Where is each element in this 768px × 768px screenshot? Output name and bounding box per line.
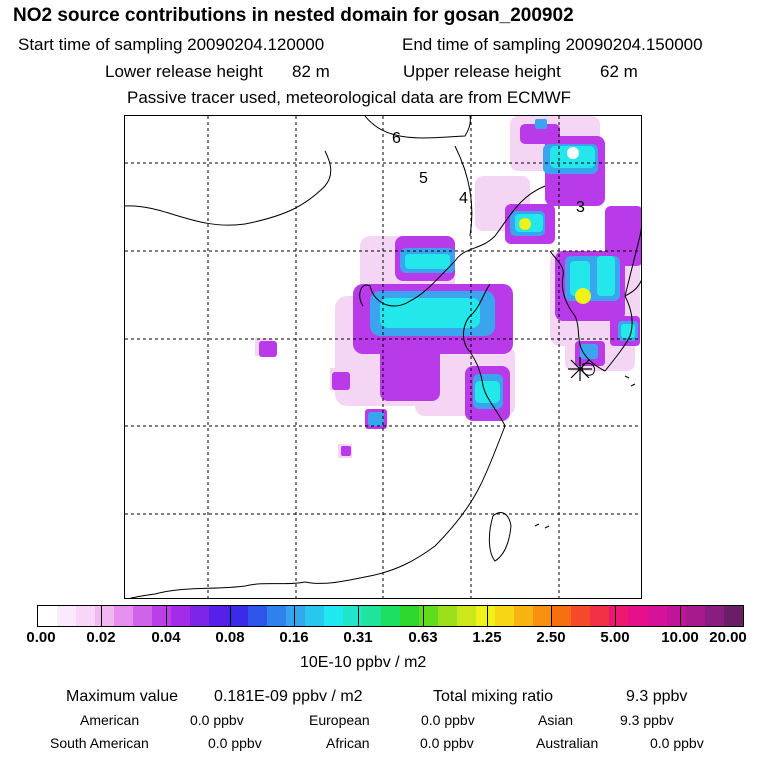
map-panel: 6 5 4 3 xyxy=(124,115,642,599)
upper-release-value: 62 m xyxy=(600,62,638,81)
scale-color-cell xyxy=(361,606,381,626)
south-american-label: South American xyxy=(50,735,149,751)
asterisk-icon xyxy=(568,357,592,381)
max-value-label: Maximum value xyxy=(66,688,179,705)
scale-color-cell xyxy=(152,606,172,626)
scale-color-cell xyxy=(704,606,724,626)
scale-color-cell xyxy=(495,606,515,626)
scale-color-cell xyxy=(323,606,343,626)
scale-tick-mark xyxy=(230,605,231,627)
scale-color-cell xyxy=(114,606,134,626)
coastlines xyxy=(125,116,641,598)
scale-color-cell xyxy=(57,606,77,626)
scale-tick-label: 5.00 xyxy=(600,629,630,646)
scale-color-cell xyxy=(209,606,229,626)
scale-color-cell xyxy=(38,606,58,626)
scale-color-cell xyxy=(418,606,438,626)
scale-color-cell xyxy=(304,606,324,626)
scale-color-cell xyxy=(685,606,705,626)
scale-tick-label: 1.25 xyxy=(472,629,502,646)
scale-color-cell xyxy=(228,606,248,626)
scale-color-cell xyxy=(571,606,591,626)
scale-tick-mark xyxy=(423,605,424,627)
asian-label: Asian xyxy=(538,712,574,728)
upper-release-label: Upper release height xyxy=(403,62,561,81)
total-mixing-value: 9.3 ppbv xyxy=(626,688,688,705)
map-canvas xyxy=(125,116,641,598)
scale-color-cell xyxy=(457,606,477,626)
scale-color-cell xyxy=(285,606,305,626)
scale-color-cell xyxy=(552,606,572,626)
scale-color-cell xyxy=(628,606,648,626)
scale-color-cell xyxy=(190,606,210,626)
region-label-3: 3 xyxy=(576,199,585,216)
scale-tick-label: 0.00 xyxy=(26,629,56,646)
max-value: 0.181E-09 ppbv / m2 xyxy=(214,688,363,705)
australian-value: 0.0 ppbv xyxy=(650,735,704,751)
scale-tick-label: 20.00 xyxy=(709,629,747,646)
region-label-6: 6 xyxy=(392,130,401,147)
scale-tick-mark xyxy=(358,605,359,627)
color-scale-bar xyxy=(37,605,744,627)
scale-tick-label: 2.50 xyxy=(536,629,566,646)
latlon-grid xyxy=(125,116,641,598)
scale-color-cell xyxy=(590,606,610,626)
scale-color-cell xyxy=(609,606,629,626)
scale-tick-mark xyxy=(294,605,295,627)
scale-color-cell xyxy=(399,606,419,626)
asian-value: 9.3 ppbv xyxy=(620,712,674,728)
scale-tick-mark xyxy=(101,605,102,627)
lower-release-value: 82 m xyxy=(292,62,330,81)
end-time-label: End time of sampling 20090204.150000 xyxy=(402,35,703,54)
scale-tick-label: 0.04 xyxy=(151,629,181,646)
australian-label: Australian xyxy=(536,735,599,751)
lower-release-label: Lower release height xyxy=(105,62,263,81)
scale-units: 10E-10 ppbv / m2 xyxy=(300,654,427,671)
chart-title: NO2 source contributions in nested domai… xyxy=(13,5,574,26)
region-label-5: 5 xyxy=(419,170,428,187)
scale-tick-mark xyxy=(551,605,552,627)
scale-color-cell xyxy=(437,606,458,626)
scale-color-cell xyxy=(723,606,743,626)
concentration-high-layer xyxy=(519,147,591,304)
european-label: European xyxy=(309,712,370,728)
scale-color-cell xyxy=(380,606,400,626)
scale-color-cell xyxy=(247,606,267,626)
scale-color-cell xyxy=(647,606,667,626)
scale-color-cell xyxy=(666,606,686,626)
scale-tick-mark xyxy=(615,605,616,627)
scale-color-cell xyxy=(76,606,96,626)
start-time-label: Start time of sampling 20090204.120000 xyxy=(18,35,325,54)
scale-tick-label: 10.00 xyxy=(661,629,699,646)
scale-tick-mark xyxy=(166,605,167,627)
african-value: 0.0 ppbv xyxy=(420,735,474,751)
tracer-note: Passive tracer used, meteorological data… xyxy=(127,88,572,107)
scale-tick-label: 0.02 xyxy=(86,629,116,646)
scale-color-cell xyxy=(514,606,534,626)
scale-color-cell xyxy=(533,606,553,626)
scale-color-cell xyxy=(133,606,153,626)
scale-tick-label: 0.31 xyxy=(343,629,373,646)
total-mixing-label: Total mixing ratio xyxy=(433,688,554,705)
african-label: African xyxy=(326,735,370,751)
american-label: American xyxy=(80,712,140,728)
scale-color-cell xyxy=(266,606,286,626)
scale-color-cell xyxy=(476,606,496,626)
scale-tick-label: 0.08 xyxy=(215,629,245,646)
american-value: 0.0 ppbv xyxy=(190,712,244,728)
south-american-value: 0.0 ppbv xyxy=(208,735,262,751)
scale-tick-mark xyxy=(680,605,681,627)
scale-color-cell xyxy=(171,606,191,626)
scale-tick-label: 0.16 xyxy=(279,629,309,646)
scale-tick-mark xyxy=(487,605,488,627)
european-value: 0.0 ppbv xyxy=(421,712,475,728)
scale-color-cell xyxy=(95,606,115,626)
scale-tick-label: 0.63 xyxy=(408,629,438,646)
scale-color-cell xyxy=(342,606,362,626)
region-label-4: 4 xyxy=(459,190,468,207)
